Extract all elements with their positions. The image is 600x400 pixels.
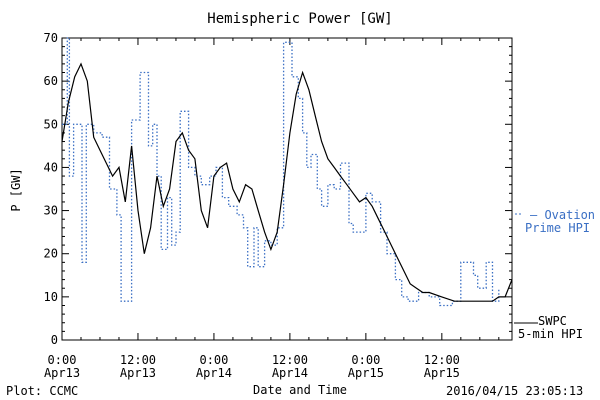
legend-ovation-line1: – Ovation bbox=[530, 208, 596, 222]
x-tick-date-label: Apr14 bbox=[272, 366, 308, 380]
plot-credit: Plot: CCMC bbox=[6, 384, 79, 398]
x-tick-date-label: Apr15 bbox=[424, 366, 460, 380]
y-tick-label: 40 bbox=[44, 160, 58, 174]
x-tick-time-label: 12:00 bbox=[424, 353, 460, 367]
x-tick-date-label: Apr14 bbox=[196, 366, 232, 380]
x-tick-date-label: Apr13 bbox=[120, 366, 156, 380]
x-tick-time-label: 0:00 bbox=[199, 353, 228, 367]
x-tick-date-label: Apr13 bbox=[44, 366, 80, 380]
y-tick-label: 50 bbox=[44, 117, 58, 131]
x-tick-date-label: Apr15 bbox=[348, 366, 384, 380]
series-line-ovation-prime-hpi bbox=[62, 37, 500, 307]
chart-title: Hemispheric Power [GW] bbox=[207, 11, 393, 27]
series-line-swpc-5-min-hpi bbox=[61, 62, 513, 302]
y-axis-label: P [GW] bbox=[9, 168, 23, 212]
series-layer bbox=[61, 37, 513, 307]
plot-frame bbox=[61, 37, 513, 341]
y-tick-label: 0 bbox=[51, 333, 58, 347]
x-tick-time-label: 12:00 bbox=[272, 353, 308, 367]
y-tick-label: 10 bbox=[44, 290, 58, 304]
x-axis-label: Date and Time bbox=[253, 383, 347, 397]
plot-timestamp: 2016/04/15 23:05:13 bbox=[446, 384, 584, 398]
legend-ovation-line2: Prime HPI bbox=[525, 221, 591, 235]
y-tick-label: 60 bbox=[44, 74, 58, 88]
x-tick-time-label: 12:00 bbox=[120, 353, 156, 367]
y-tick-label: 20 bbox=[44, 247, 58, 261]
x-tick-time-label: 0:00 bbox=[351, 353, 380, 367]
x-tick-time-label: 0:00 bbox=[48, 353, 77, 367]
plot-axes: 0102030405060700:00Apr1312:00Apr130:00Ap… bbox=[44, 31, 513, 380]
legend-swpc-line1: SWPC bbox=[538, 314, 567, 328]
legend-lines bbox=[514, 213, 538, 324]
legend-swpc-line2: 5-min HPI bbox=[518, 327, 584, 341]
y-tick-label: 30 bbox=[44, 204, 58, 218]
y-tick-label: 70 bbox=[44, 31, 58, 45]
